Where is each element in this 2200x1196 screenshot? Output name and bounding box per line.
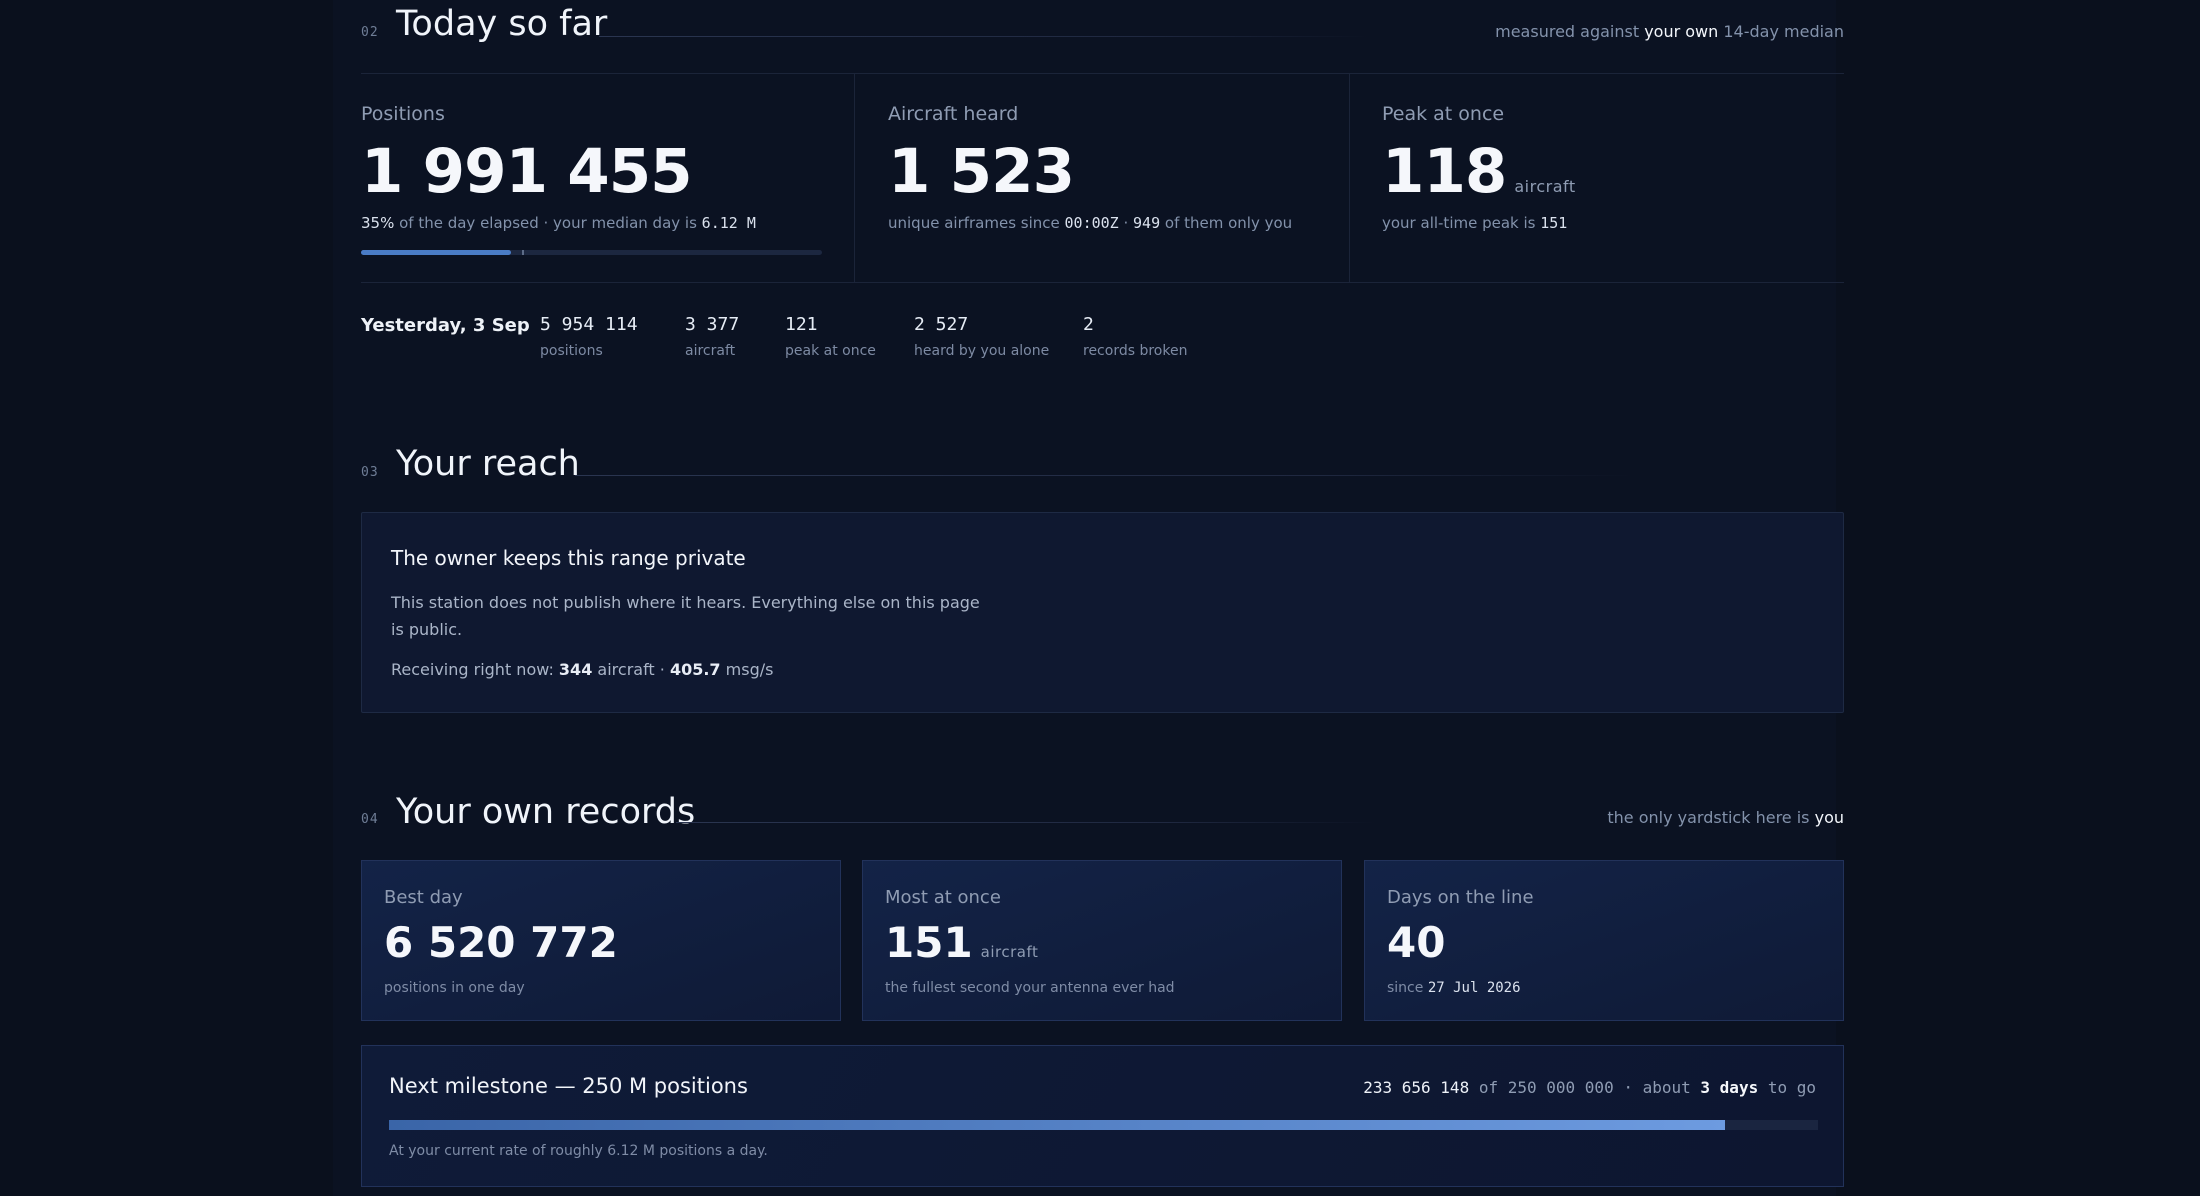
milestone-title: Next milestone — 250 M positions <box>389 1074 748 1098</box>
yesterday-stat: 121 peak at once <box>785 314 876 359</box>
stat-sub: 35% of the day elapsed · your median day… <box>361 214 756 232</box>
yesterday-stat: 2 records broken <box>1083 314 1187 359</box>
yesterday-label: Yesterday, 3 Sep <box>361 315 530 336</box>
yesterday-caption: heard by you alone <box>914 343 1050 359</box>
card-value: 40 <box>1387 918 1446 967</box>
day-progress-bar <box>361 250 822 255</box>
section-title: Your reach <box>396 444 580 484</box>
section-note: measured against your own 14-day median <box>1495 22 1844 41</box>
card-label: Best day <box>384 887 463 908</box>
yesterday-value: 2 527 <box>914 314 969 335</box>
yesterday-caption: records broken <box>1083 343 1188 359</box>
yesterday-value: 2 <box>1083 314 1094 335</box>
section-note: the only yardstick here is you <box>1607 808 1844 827</box>
stat-divider <box>854 74 855 282</box>
card-value: 151 aircraft <box>885 918 1039 967</box>
section-number: 04 <box>361 812 379 827</box>
card-label: Days on the line <box>1387 887 1534 908</box>
section-number: 03 <box>361 465 379 480</box>
card-sub: the fullest second your antenna ever had <box>885 980 1175 996</box>
card-sub: positions in one day <box>384 980 525 996</box>
record-card-days-on-line: Days on the line 40 since 27 Jul 2026 <box>1364 860 1844 1021</box>
section-header-reach: 03 Your reach <box>361 440 1844 490</box>
yesterday-caption: positions <box>540 343 603 359</box>
stat-sub: unique airframes since 00:00Z · 949 of t… <box>888 214 1293 232</box>
milestone-progress-text: 233 656 148 of 250 000 000 · about 3 day… <box>1363 1078 1816 1097</box>
stat-label: Positions <box>361 103 445 125</box>
reach-live-status: Receiving right now: 344 aircraft · 405.… <box>391 660 774 679</box>
yesterday-caption: peak at once <box>785 343 876 359</box>
reach-panel: The owner keeps this range private This … <box>361 512 1844 713</box>
yesterday-value: 121 <box>785 314 818 335</box>
stat-sub: your all-time peak is 151 <box>1382 214 1568 232</box>
day-progress-fill <box>361 250 511 255</box>
stat-value: 1 991 455 <box>361 136 693 207</box>
yesterday-stat: 2 527 heard by you alone <box>914 314 1049 359</box>
section-number: 02 <box>361 25 379 40</box>
milestone-panel: Next milestone — 250 M positions 233 656… <box>361 1045 1844 1187</box>
yesterday-value: 5 954 114 <box>540 314 638 335</box>
section-title: Your own records <box>396 792 696 832</box>
stat-divider <box>1349 74 1350 282</box>
section-rule <box>676 822 1376 823</box>
milestone-note: At your current rate of roughly 6.12 M p… <box>389 1143 768 1159</box>
divider <box>361 282 1844 283</box>
stat-aircraft-heard: Aircraft heard 1 523 unique airframes si… <box>888 74 1348 282</box>
section-header-today: 02 Today so far measured against your ow… <box>361 0 1844 50</box>
card-value: 6 520 772 <box>384 918 618 967</box>
record-card-most-at-once: Most at once 151 aircraft the fullest sec… <box>862 860 1342 1021</box>
milestone-progress-bar <box>389 1120 1818 1130</box>
stat-peak: Peak at once 118 aircraft your all-time p… <box>1382 74 1842 282</box>
card-sub: since 27 Jul 2026 <box>1387 980 1521 996</box>
stat-label: Aircraft heard <box>888 103 1019 125</box>
stat-value: 118 aircraft <box>1382 136 1576 207</box>
divider <box>361 73 1844 74</box>
reach-panel-title: The owner keeps this range private <box>391 546 746 570</box>
yesterday-stat: 3 377 aircraft <box>685 314 739 359</box>
record-card-best-day: Best day 6 520 772 positions in one day <box>361 860 841 1021</box>
reach-panel-text: This station does not publish where it h… <box>391 593 980 639</box>
yesterday-row: Yesterday, 3 Sep 5 954 114 positions 3 3… <box>361 314 1844 374</box>
yesterday-caption: aircraft <box>685 343 736 359</box>
section-rule <box>599 36 1369 37</box>
stat-positions: Positions 1 991 455 35% of the day elaps… <box>361 74 822 282</box>
milestone-progress-fill <box>389 1120 1725 1130</box>
yesterday-stat: 5 954 114 positions <box>540 314 638 359</box>
yesterday-value: 3 377 <box>685 314 740 335</box>
section-title: Today so far <box>396 4 608 44</box>
day-progress-marker <box>522 250 525 255</box>
section-header-records: 04 Your own records the only yardstick h… <box>361 788 1844 838</box>
stat-value: 1 523 <box>888 136 1075 207</box>
section-rule <box>575 475 1635 476</box>
stat-label: Peak at once <box>1382 103 1505 125</box>
card-label: Most at once <box>885 887 1001 908</box>
